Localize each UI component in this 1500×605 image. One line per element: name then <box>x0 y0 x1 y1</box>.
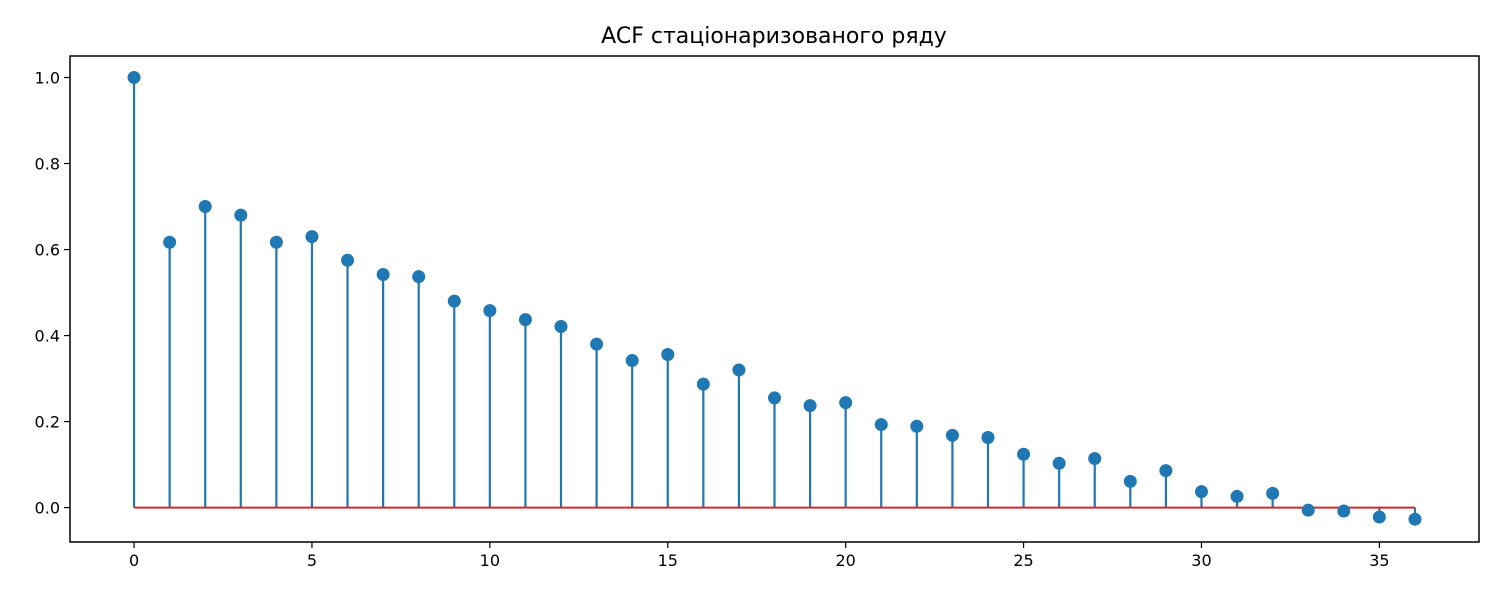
stem-marker <box>1301 503 1315 517</box>
stem-marker <box>1337 504 1351 518</box>
x-tick-label: 15 <box>658 551 678 570</box>
y-tick-label: 0.8 <box>35 155 60 174</box>
chart-title: ACF стаціонаризованого ряду <box>601 24 947 49</box>
stem-marker <box>412 270 426 284</box>
y-tick-label: 0.0 <box>35 499 60 518</box>
x-tick-label: 20 <box>835 551 855 570</box>
stem-marker <box>127 71 141 85</box>
x-tick-label: 30 <box>1191 551 1211 570</box>
marker-series <box>127 71 1422 526</box>
stem-marker <box>945 428 959 442</box>
plot-frame <box>69 55 1480 543</box>
x-tick-label: 10 <box>480 551 500 570</box>
stem-marker <box>732 363 746 377</box>
stem-series <box>132 77 1417 520</box>
x-tick-label: 25 <box>1013 551 1033 570</box>
x-tick-label: 0 <box>129 551 139 570</box>
stem-marker <box>910 419 924 433</box>
stem-marker <box>1194 485 1208 499</box>
stem-marker <box>1266 486 1280 500</box>
stem-marker <box>1123 474 1137 488</box>
stem-marker <box>163 235 177 249</box>
stem-marker <box>1372 510 1386 524</box>
stem-marker <box>839 396 853 410</box>
stem-marker <box>447 294 461 308</box>
stem-marker <box>234 208 248 222</box>
stem-marker <box>1230 489 1244 503</box>
stem-marker <box>661 347 675 361</box>
stem-marker <box>1088 452 1102 466</box>
stem-marker <box>696 377 710 391</box>
y-tick-label: 0.2 <box>35 413 60 432</box>
stem-marker <box>1159 464 1173 478</box>
stem-marker <box>518 313 532 327</box>
stem-marker <box>269 235 283 249</box>
stem-marker <box>305 230 319 244</box>
stem-marker <box>198 200 212 214</box>
stem-marker <box>376 267 390 281</box>
x-tick-label: 5 <box>307 551 317 570</box>
stem-marker <box>554 320 568 334</box>
stem-marker <box>1408 512 1422 526</box>
stem-marker <box>1052 456 1066 470</box>
stem-marker <box>981 430 995 444</box>
stem-marker <box>625 354 639 368</box>
x-tick-label: 35 <box>1369 551 1389 570</box>
y-tick-label: 1.0 <box>35 69 60 88</box>
stem-marker <box>874 418 888 432</box>
stem-marker <box>803 399 817 413</box>
stem-marker <box>1017 447 1031 461</box>
stem-marker <box>590 337 604 351</box>
y-axis: 0.0 0.2 0.4 0.6 0.8 1.0 <box>35 69 70 518</box>
x-axis: 0 5 10 15 20 25 30 35 <box>129 542 1390 570</box>
stem-marker <box>341 253 355 267</box>
stem-marker <box>483 304 497 318</box>
y-tick-label: 0.6 <box>35 241 60 260</box>
y-tick-label: 0.4 <box>35 327 60 346</box>
stem-marker <box>768 391 781 405</box>
